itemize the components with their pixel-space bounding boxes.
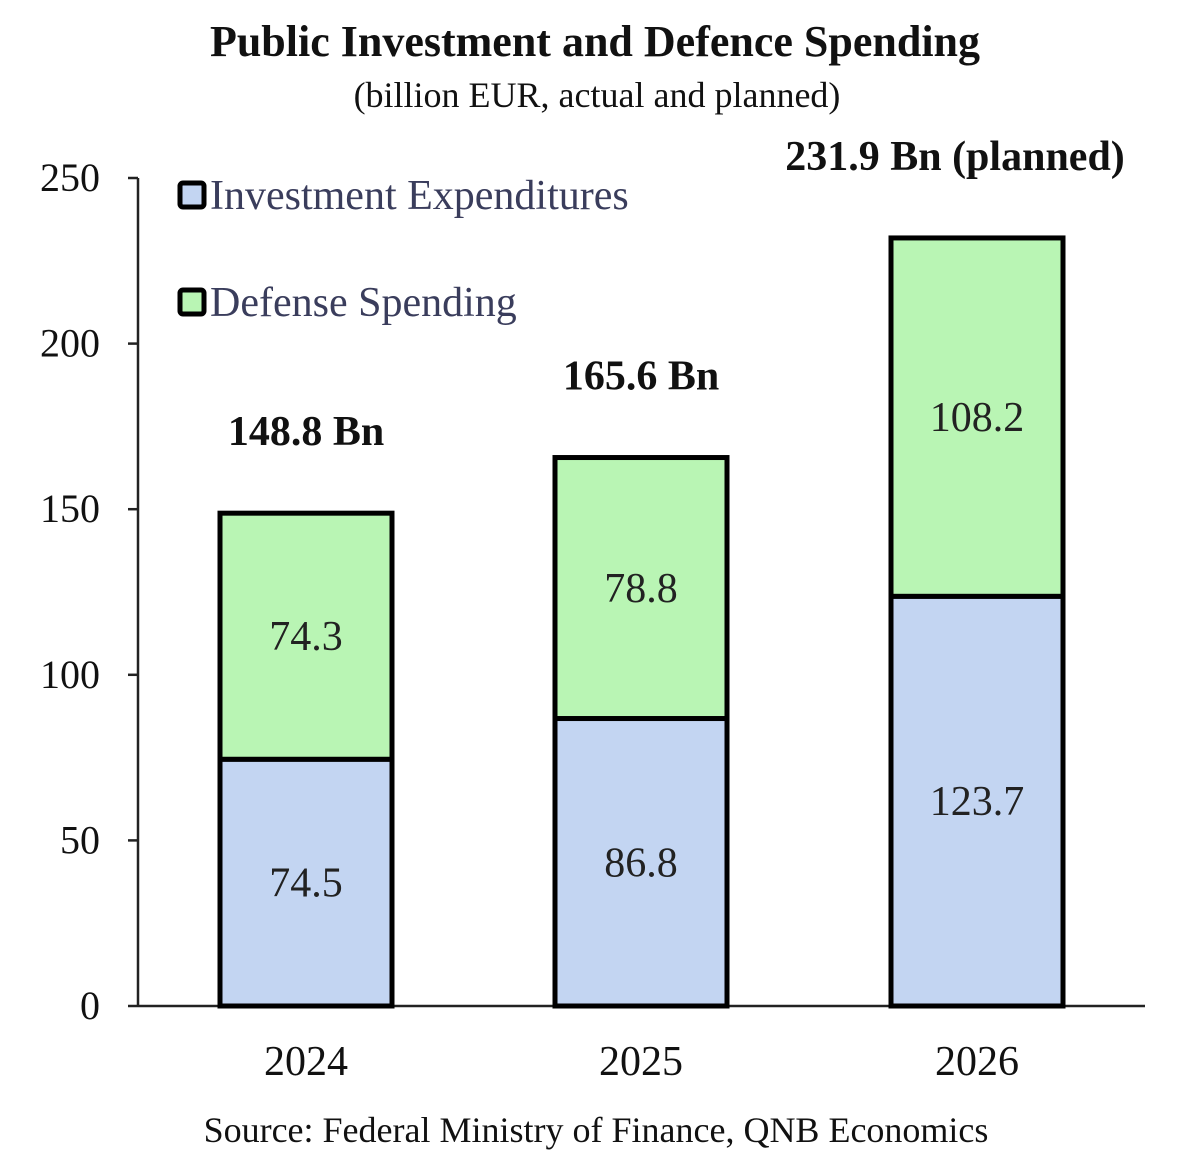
data-label: 78.8: [604, 566, 678, 612]
data-label: 86.8: [604, 840, 678, 886]
y-tick-label: 200: [40, 321, 100, 366]
bar-segment-defense: [552, 455, 730, 722]
legend-label: Defense Spending: [210, 280, 517, 326]
data-label: 74.5: [269, 861, 343, 907]
legend-label: Investment Expenditures: [210, 173, 629, 219]
x-tick-label: 2026: [935, 1039, 1019, 1085]
y-tick-label: 100: [40, 652, 100, 697]
y-tick-label: 150: [40, 486, 100, 531]
legend-swatch: [177, 180, 207, 210]
bar-segment-investment: [217, 756, 395, 1009]
bar-segment-investment: [888, 593, 1066, 1009]
data-label: 108.2: [930, 395, 1025, 441]
bar-segment-defense: [217, 510, 395, 762]
x-tick-label: 2024: [264, 1039, 348, 1085]
source-note: Source: Federal Ministry of Finance, QNB…: [204, 1110, 989, 1150]
y-tick-label: 0: [80, 983, 100, 1028]
total-label: 165.6 Bn: [563, 354, 719, 400]
bar-segment-investment: [552, 716, 730, 1009]
data-label: 74.3: [269, 614, 343, 660]
total-label: 231.9 Bn (planned): [785, 134, 1125, 180]
data-label: 123.7: [930, 779, 1025, 825]
total-label: 148.8 Bn: [228, 409, 384, 455]
y-tick-label: 50: [60, 817, 100, 862]
chart-title: Public Investment and Defence Spending: [210, 17, 980, 66]
y-tick-label: 250: [40, 155, 100, 200]
legend-swatch: [177, 287, 207, 317]
bar-segment-defense: [888, 235, 1066, 599]
chart-subtitle: (billion EUR, actual and planned): [354, 75, 841, 115]
x-tick-label: 2025: [599, 1039, 683, 1085]
